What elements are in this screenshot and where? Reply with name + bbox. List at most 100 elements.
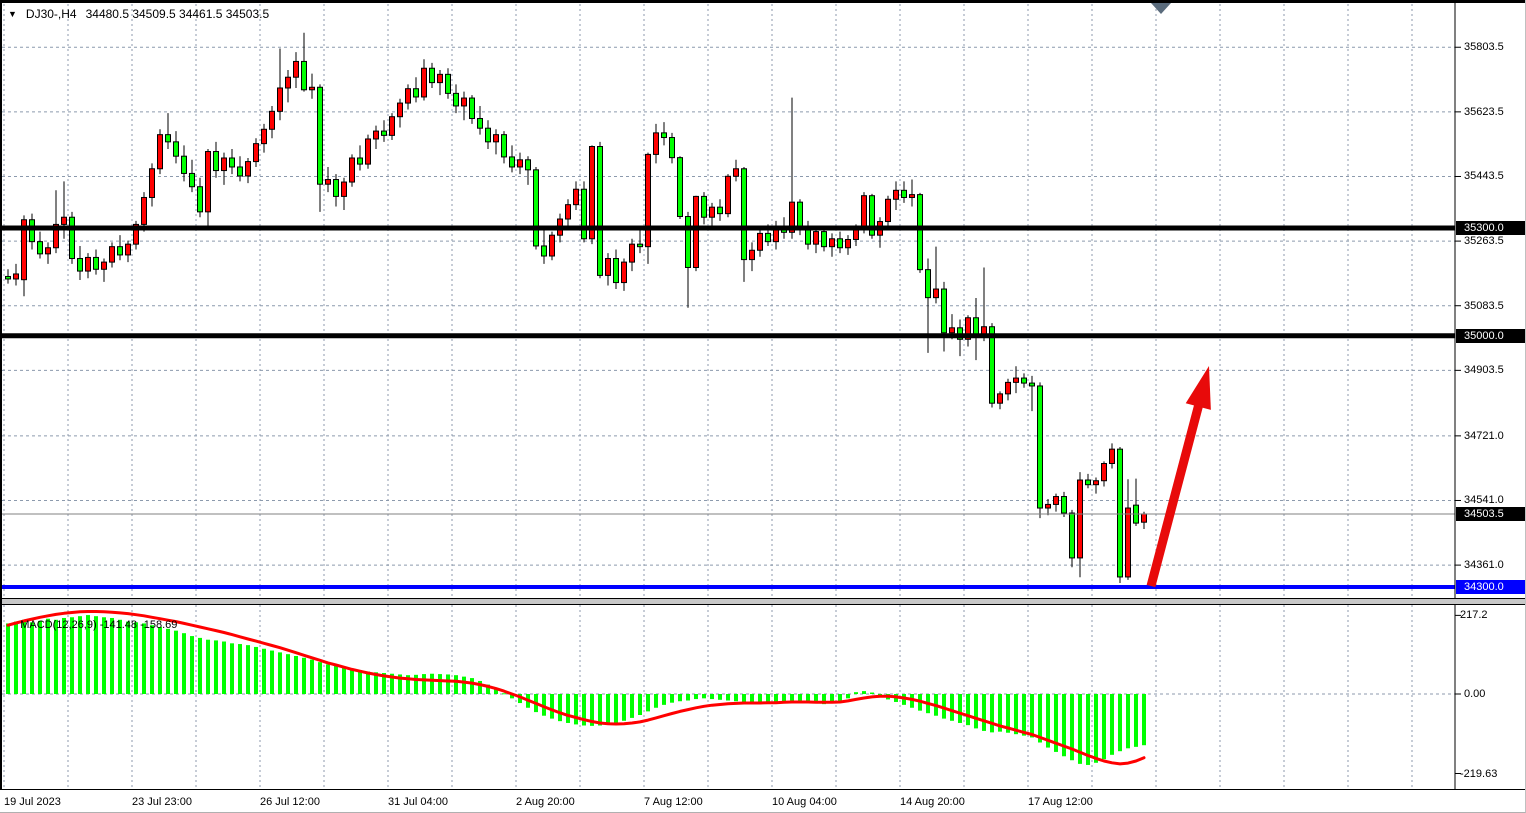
candle-up xyxy=(813,231,819,245)
candle-down xyxy=(685,216,691,268)
candle-up xyxy=(309,86,315,91)
candle-down xyxy=(29,219,35,243)
time-axis[interactable]: 19 Jul 2023 23 Jul 23:00 26 Jul 12:00 31 Ju… xyxy=(0,790,1525,812)
macd-histogram-bar xyxy=(166,628,170,694)
macd-histogram-bar xyxy=(790,694,794,701)
macd-zero-label: 0.00 xyxy=(1464,688,1486,700)
macd-histogram-bar xyxy=(1022,694,1026,736)
macd-histogram-bar xyxy=(830,694,834,704)
candle-up xyxy=(573,188,579,206)
candle-up xyxy=(109,246,115,263)
candle-up xyxy=(861,195,867,231)
macd-histogram-bar xyxy=(822,694,826,705)
macd-histogram-bar xyxy=(814,694,818,704)
macd-histogram-bar xyxy=(558,694,562,722)
macd-histogram-bar xyxy=(1054,694,1058,752)
candle-up xyxy=(101,261,107,270)
candle-down xyxy=(677,157,683,218)
macd-histogram-bar xyxy=(1070,694,1074,761)
macd-histogram-bar xyxy=(566,694,570,723)
candle-up xyxy=(829,238,835,248)
macd-histogram-bar xyxy=(870,692,874,694)
candle-down xyxy=(413,88,419,98)
candle-up xyxy=(421,67,427,98)
candle-down xyxy=(1061,496,1067,514)
candle-down xyxy=(469,97,475,120)
macd-histogram-bar xyxy=(590,694,594,726)
candle-up xyxy=(157,134,163,170)
candle-up xyxy=(621,261,627,284)
panel-separator[interactable] xyxy=(0,598,1525,605)
time-tick-label: 14 Aug 20:00 xyxy=(900,796,965,808)
candle-up xyxy=(1053,496,1059,505)
candle-down xyxy=(381,130,387,136)
candle-down xyxy=(717,206,723,215)
macd-histogram-bar xyxy=(502,693,506,695)
macd-histogram-bar xyxy=(862,691,866,694)
candle-down xyxy=(213,151,219,172)
macd-histogram-bar xyxy=(1110,694,1114,755)
macd-histogram-bar xyxy=(662,694,666,705)
candle-up xyxy=(1045,503,1051,509)
macd-histogram-bar xyxy=(446,674,450,694)
candle-up xyxy=(245,161,251,177)
macd-histogram-bar xyxy=(670,694,674,703)
candle-down xyxy=(541,245,547,257)
candle-up xyxy=(893,189,899,200)
candle-up xyxy=(1101,463,1107,482)
scroll-to-end-marker-icon[interactable] xyxy=(1151,3,1171,14)
candle-up xyxy=(1077,479,1083,559)
price-badge-34300.0: 34300.0 xyxy=(1456,580,1525,594)
macd-histogram-bar xyxy=(750,694,754,704)
macd-histogram-bar xyxy=(1046,694,1050,748)
candle-down xyxy=(181,155,187,174)
macd-histogram-bar xyxy=(1062,694,1066,757)
candle-up xyxy=(373,130,379,140)
candle-up xyxy=(949,327,955,334)
price-tick-label: 35083.5 xyxy=(1464,299,1504,312)
macd-histogram-bar xyxy=(150,625,154,694)
candle-down xyxy=(533,169,539,247)
time-tick-label: 10 Aug 04:00 xyxy=(772,796,837,808)
candle-up xyxy=(365,138,371,165)
macd-histogram-bar xyxy=(262,648,266,694)
macd-indicator-label: MACD(12,26,9) -141.48 -158.69 xyxy=(8,607,177,643)
macd-histogram-bar xyxy=(278,652,282,694)
candle-up xyxy=(325,179,331,185)
candle-up xyxy=(293,60,299,78)
price-tick-label: 35443.5 xyxy=(1464,170,1504,183)
candle-up xyxy=(997,393,1003,404)
price-badge-35000.0: 35000.0 xyxy=(1456,328,1525,343)
macd-histogram-bar xyxy=(86,615,90,694)
candle-down xyxy=(941,288,947,334)
candle-up xyxy=(389,116,395,136)
symbol-dropdown-icon[interactable]: ▼ xyxy=(8,8,17,19)
candle-down xyxy=(1021,377,1027,384)
macd-histogram-bar xyxy=(966,694,970,726)
macd-histogram-bar xyxy=(766,694,770,703)
macd-histogram-bar xyxy=(294,655,298,694)
candle-down xyxy=(189,172,195,188)
macd-histogram-bar xyxy=(438,674,442,694)
candle-up xyxy=(397,102,403,118)
candle-up xyxy=(725,175,731,215)
trend-arrow-head-icon[interactable] xyxy=(1185,366,1211,410)
ohlc-values: 34480.5 34509.5 34461.5 34503.5 xyxy=(85,7,270,21)
macd-histogram-bar xyxy=(1094,694,1098,763)
macd-histogram-bar xyxy=(806,694,810,703)
price-tick-label: 34541.0 xyxy=(1464,494,1504,507)
candle-down xyxy=(1117,448,1123,578)
macd-histogram-bar xyxy=(222,641,226,694)
candle-up xyxy=(349,157,355,183)
macd-histogram-bar xyxy=(22,619,26,694)
macd-histogram-bar xyxy=(326,664,330,694)
trend-arrow-shaft[interactable] xyxy=(1146,399,1205,588)
candle-down xyxy=(925,269,931,299)
macd-histogram-bar xyxy=(654,694,658,708)
candle-up xyxy=(789,201,795,233)
macd-histogram-bar xyxy=(350,668,354,694)
macd-histogram-bar xyxy=(94,616,98,694)
time-tick-label: 17 Aug 12:00 xyxy=(1028,796,1093,808)
macd-histogram-bar xyxy=(1086,694,1090,765)
